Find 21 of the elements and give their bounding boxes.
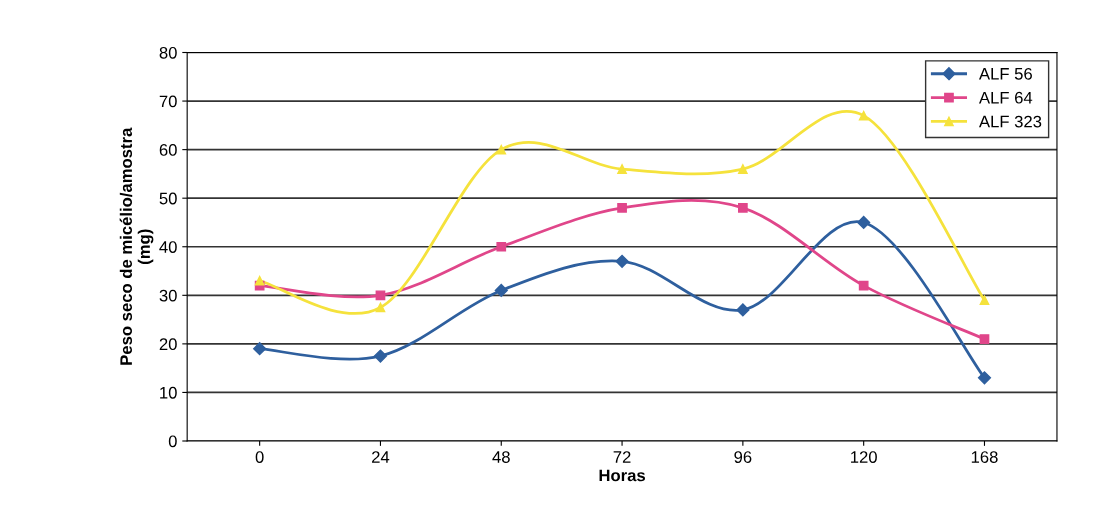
x-tick-label: 72 xyxy=(613,451,631,463)
y-tick-label: 50 xyxy=(159,192,177,205)
x-tick-label: 96 xyxy=(734,451,752,463)
legend-label: ALF 56 xyxy=(978,67,1032,80)
y-tick-label: 30 xyxy=(159,289,177,302)
y-tick-label: 70 xyxy=(159,95,177,108)
legend-label: ALF 64 xyxy=(978,91,1033,104)
y-tick-label: 20 xyxy=(159,338,177,351)
y-tick-label: 40 xyxy=(159,241,177,253)
x-tick-label: 24 xyxy=(372,451,390,463)
x-tick-label: 120 xyxy=(851,451,877,463)
y-axis-title: Peso seco de micélio/amostra (mg) xyxy=(119,127,154,365)
x-tick-label: 0 xyxy=(255,451,264,463)
y-tick-label: 0 xyxy=(168,435,177,448)
y-tick-label: 80 xyxy=(159,46,177,59)
x-tick-label: 168 xyxy=(971,451,998,463)
x-tick-label: 48 xyxy=(492,451,510,463)
y-tick-label: 60 xyxy=(159,144,177,156)
x-axis-title: Horas xyxy=(599,469,645,482)
y-tick-label: 10 xyxy=(160,386,177,399)
legend-label: ALF 323 xyxy=(978,115,1042,128)
